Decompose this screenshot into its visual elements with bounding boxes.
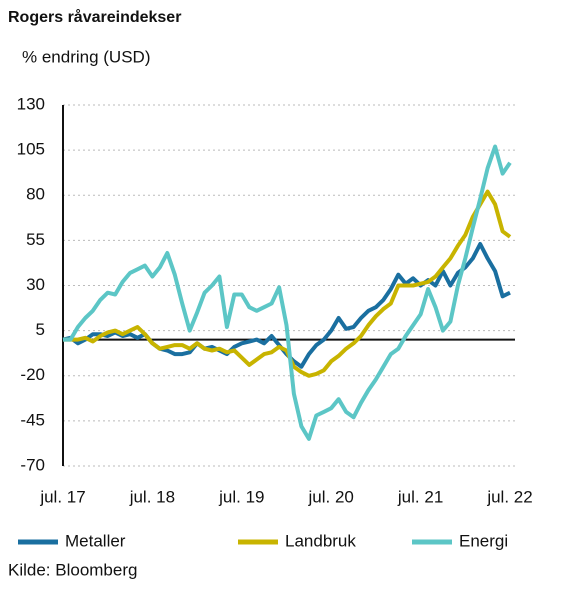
- x-tick-label: jul. 17: [39, 487, 85, 506]
- y-tick-label: 55: [26, 230, 45, 249]
- y-tick-label: 130: [17, 94, 45, 113]
- y-tick-label: -45: [20, 410, 45, 429]
- x-tick-label: jul. 22: [486, 487, 532, 506]
- y-tick-label: -20: [20, 365, 45, 384]
- x-tick-label: jul. 21: [397, 487, 443, 506]
- x-tick-label: jul. 18: [129, 487, 175, 506]
- y-tick-label: 80: [26, 185, 45, 204]
- line-series: [63, 189, 512, 378]
- source: Kilde: Bloomberg: [8, 560, 137, 579]
- y-tick-label: -70: [20, 455, 45, 474]
- x-tick-label: jul. 19: [218, 487, 264, 506]
- legend-label: Metaller: [65, 531, 126, 550]
- chart-title: Rogers råvareindekser: [8, 8, 181, 26]
- chart-subtitle: % endring (USD): [22, 47, 151, 66]
- legend-label: Energi: [459, 531, 508, 550]
- y-tick-label: 30: [26, 275, 45, 294]
- line-series: [63, 144, 512, 441]
- x-tick-label: jul. 20: [308, 487, 354, 506]
- legend-label: Landbruk: [285, 531, 356, 550]
- y-tick-label: 105: [17, 140, 45, 159]
- y-tick-label: 5: [36, 320, 45, 339]
